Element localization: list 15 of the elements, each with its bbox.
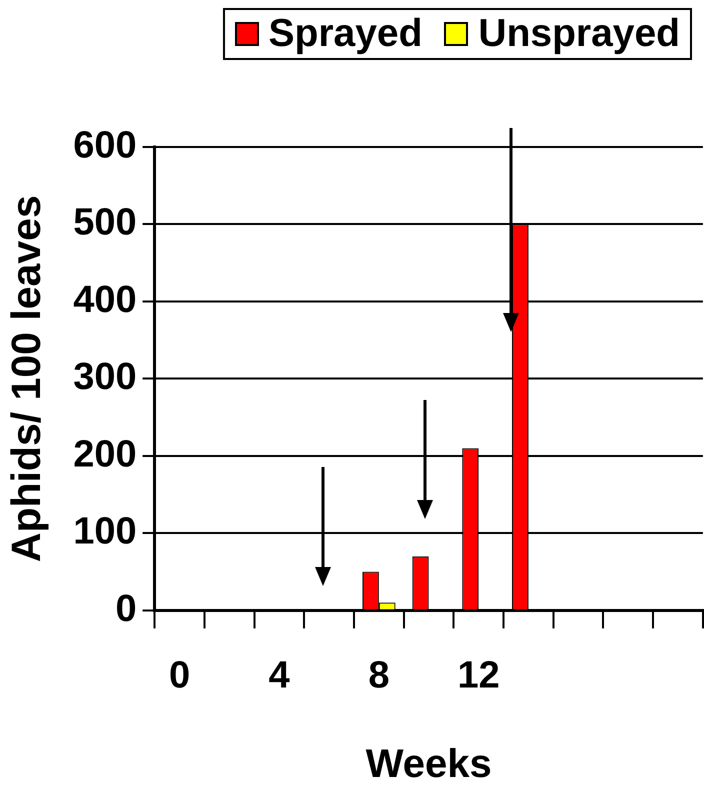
y-tick-label: 600 [73, 124, 137, 166]
y-axis-title: Aphids/ 100 leaves [2, 195, 49, 562]
x-tick-label: 4 [268, 654, 290, 697]
x-tick-label: 12 [457, 654, 500, 697]
x-axis-title: Weeks [366, 742, 492, 786]
legend-label: Sprayed [268, 12, 422, 56]
y-tick-label: 0 [115, 588, 137, 630]
y-tick-label: 100 [73, 510, 137, 553]
x-tick-label: 8 [368, 654, 390, 697]
legend-label: Unsprayed [478, 12, 680, 56]
y-tick-label: 200 [73, 433, 137, 476]
x-tick-label: 0 [168, 654, 190, 697]
y-tick-label: 400 [73, 278, 137, 321]
y-tick-label: 300 [73, 356, 137, 398]
y-tick-label: 500 [73, 202, 137, 244]
